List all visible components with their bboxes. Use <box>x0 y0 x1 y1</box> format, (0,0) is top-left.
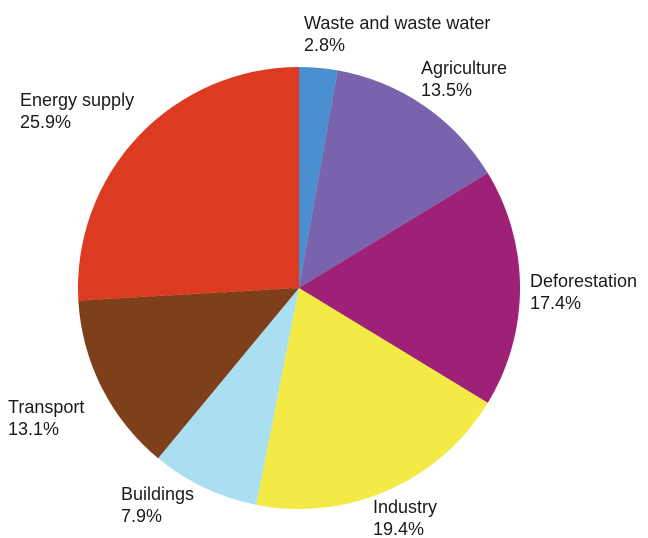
slice-label: Transport <box>8 397 84 417</box>
slice-label: Industry <box>373 497 437 517</box>
slice-value-label: 13.1% <box>8 419 59 439</box>
pie-slice-deforestation <box>299 173 521 403</box>
pie-slice-energy-supply <box>77 67 299 301</box>
slice-value-label: 19.4% <box>373 519 424 538</box>
slice-label: Waste and waste water <box>304 13 490 33</box>
slice-value-label: 25.9% <box>20 112 71 132</box>
pie-slice-waste-and-waste-water <box>299 67 338 288</box>
slice-value-label: 7.9% <box>121 506 162 526</box>
pie-slice-buildings <box>158 288 299 505</box>
slice-label: Buildings <box>121 484 194 504</box>
pie-slice-agriculture <box>299 70 488 288</box>
slice-value-label: 17.4% <box>530 293 581 313</box>
slice-label: Deforestation <box>530 271 637 291</box>
slice-label: Agriculture <box>421 58 507 78</box>
slice-value-label: 13.5% <box>421 80 472 100</box>
pie-slice-transport <box>78 288 299 459</box>
pie-slices <box>77 67 521 509</box>
slice-label: Energy supply <box>20 90 134 110</box>
slice-value-label: 2.8% <box>304 35 345 55</box>
pie-slice-industry <box>256 288 488 509</box>
